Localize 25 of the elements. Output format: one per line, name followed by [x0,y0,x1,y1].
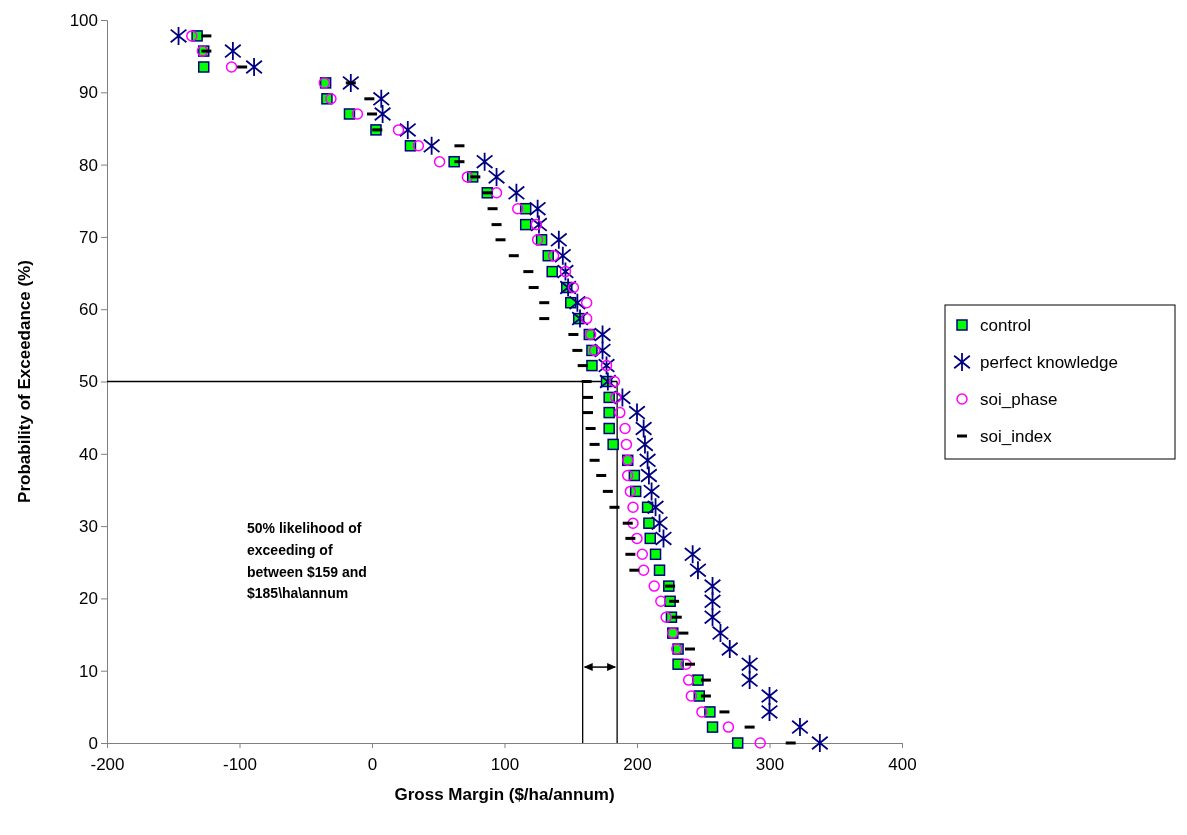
y-tick-label: 100 [69,10,98,30]
y-tick-label: 30 [79,517,98,537]
y-tick-label: 50 [79,372,98,392]
y-axis-title: Probability of Exceedance (%) [15,260,34,503]
x-tick-label: 0 [367,754,378,774]
x-axis-title: Gross Margin ($/ha/annum) [394,785,615,804]
y-tick-label: 60 [79,300,98,320]
legend-label: perfect knowledge [980,353,1118,372]
legend-label: control [980,316,1032,335]
y-tick-label: 10 [79,661,98,681]
x-tick-label: 200 [623,754,652,774]
y-tick-label: 20 [79,589,98,609]
y-tick-label: 0 [88,733,98,753]
x-tick-label: 400 [888,754,917,774]
y-tick-label: 80 [79,155,98,175]
y-tick-label: 40 [79,444,98,464]
x-tick-label: 300 [755,754,785,774]
y-tick-label: 70 [79,227,98,247]
annotation: 50% likelihood of exceeding of between $159 and $185\ha\annum [247,520,367,602]
y-tick-label: 90 [79,83,98,103]
legend-label: soi_index [980,427,1053,446]
legend-label: soi_phase [980,390,1058,409]
x-tick-label: -200 [90,754,125,774]
x-tick-label: -100 [222,754,258,774]
x-tick-label: 100 [490,754,520,774]
